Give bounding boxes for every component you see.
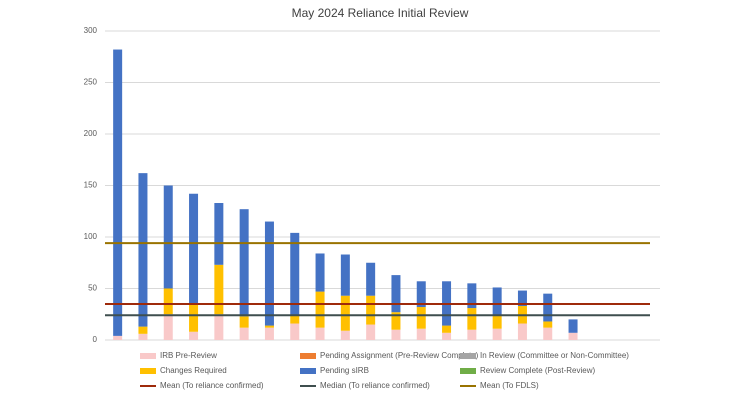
bar-segment: [366, 324, 376, 340]
bar-segment: [543, 321, 553, 328]
bar-segment: [264, 327, 274, 340]
y-tick-label: 0: [93, 335, 98, 344]
bar-segment: [163, 185, 173, 289]
bar-segment: [239, 316, 249, 328]
y-tick-label: 200: [84, 129, 98, 138]
bar-segment: [366, 262, 376, 296]
bar-segment: [138, 173, 148, 327]
legend-label: Median (To reliance confirmed): [320, 381, 430, 390]
y-tick-label: 150: [84, 181, 98, 190]
bar-segment: [189, 331, 199, 340]
bar-segment: [517, 323, 527, 340]
legend-label: IRB Pre-Review: [160, 351, 217, 360]
bar-segment: [315, 253, 325, 292]
legend-label: Mean (To reliance confirmed): [160, 381, 264, 390]
legend-label: Mean (To FDLS): [480, 381, 539, 390]
bar-segment: [138, 326, 148, 334]
bar-segment: [163, 288, 173, 315]
bar-segment: [568, 319, 578, 333]
legend-label: Pending Assignment (Pre-Review Complete): [320, 351, 479, 360]
bar-segment: [189, 303, 199, 332]
y-tick-label: 50: [88, 284, 97, 293]
bar-segment: [315, 327, 325, 340]
bar-segment: [163, 314, 173, 340]
bar-segment: [517, 290, 527, 307]
bar-segment: [315, 291, 325, 328]
bar-segment: [366, 295, 376, 325]
bar-segment: [416, 307, 426, 329]
bar-segment: [113, 335, 123, 340]
y-tick-label: 100: [84, 232, 98, 241]
bar-segment: [442, 325, 452, 333]
legend-label: Pending sIRB: [320, 366, 369, 375]
chart-title: May 2024 Reliance Initial Review: [292, 6, 469, 20]
legend-label: In Review (Committee or Non-Committee): [480, 351, 629, 360]
legend-swatch: [140, 368, 156, 374]
bar-segment: [467, 283, 477, 309]
bar-segment: [492, 315, 502, 329]
bar-segment: [189, 193, 199, 304]
bar-segment: [264, 325, 274, 328]
legend-swatch: [460, 368, 476, 374]
bar-segment: [340, 254, 350, 296]
bar-segment: [391, 275, 401, 313]
bar-segment: [467, 308, 477, 330]
legend-swatch: [300, 353, 316, 359]
bar-segment: [543, 293, 553, 322]
legend-swatch: [140, 353, 156, 359]
bar-segment: [264, 221, 274, 326]
bar-segment: [138, 333, 148, 340]
bar-segment: [391, 329, 401, 340]
legend-swatch: [300, 368, 316, 374]
legend-swatch: [460, 353, 476, 359]
bar-segment: [239, 327, 249, 340]
bar-segment: [290, 323, 300, 340]
bar-segment: [290, 232, 300, 316]
bar-segment: [113, 49, 123, 336]
bar-segment: [214, 314, 224, 340]
bar-segment: [416, 281, 426, 308]
bar-segment: [214, 264, 224, 315]
bar-segment: [442, 332, 452, 340]
bar-segment: [492, 328, 502, 340]
bar-segment: [391, 312, 401, 330]
bar-segment: [340, 330, 350, 340]
bar-segment: [543, 327, 553, 340]
bar-segment: [568, 332, 578, 340]
bar-segment: [290, 315, 300, 324]
y-tick-label: 300: [84, 26, 98, 35]
bar-segment: [492, 287, 502, 316]
bar-segment: [416, 328, 426, 340]
legend-label: Review Complete (Post-Review): [480, 366, 595, 375]
bar-segment: [340, 295, 350, 331]
bar-segment: [467, 329, 477, 340]
bar-segment: [214, 203, 224, 265]
legend-label: Changes Required: [160, 366, 227, 375]
y-tick-label: 250: [84, 78, 98, 87]
bar-segment: [239, 209, 249, 317]
